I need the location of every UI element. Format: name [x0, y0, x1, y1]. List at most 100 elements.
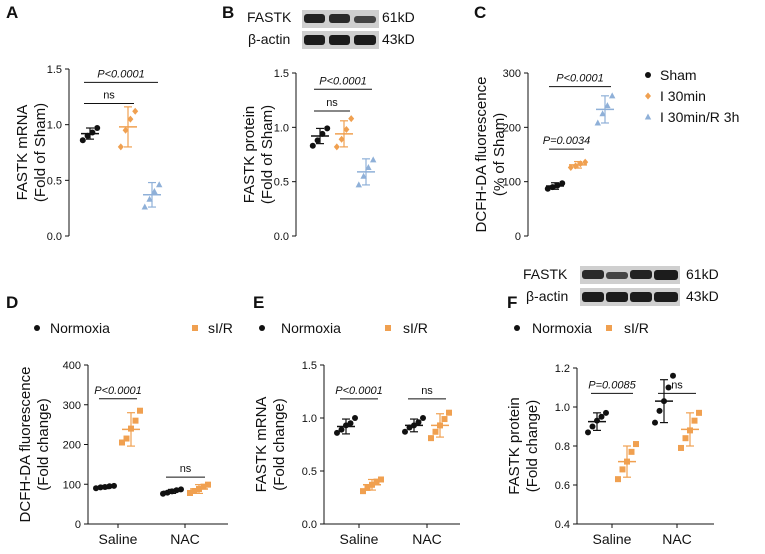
data-point: [428, 435, 434, 442]
blot-b-band: [354, 35, 376, 45]
legend-marker: [645, 72, 651, 78]
data-point: [314, 137, 321, 144]
data-point: [633, 441, 639, 448]
data-point: [123, 435, 130, 442]
data-point: [360, 488, 366, 495]
blot-f-band: [606, 292, 628, 302]
data-point: [333, 143, 340, 151]
data-point: [567, 164, 574, 172]
legend-marker-sir: [192, 325, 198, 331]
western-blot-b: FASTK β-actin 61kD 43kD: [247, 9, 415, 49]
blot-b-band: [304, 14, 325, 23]
data-point: [347, 420, 354, 427]
data-point: [200, 483, 207, 490]
x-tick-label: NAC: [412, 531, 442, 547]
y-tick-label: 1.0: [555, 402, 570, 414]
legend-label-sir: sI/R: [208, 320, 233, 336]
group-si-r: [678, 409, 702, 451]
blot-b-row2-kd: 43kD: [382, 31, 415, 47]
legend-marker: [644, 113, 652, 120]
data-point: [119, 439, 125, 446]
group-normoxia: [402, 415, 426, 435]
y-tick-label: 1.5: [47, 64, 62, 76]
data-point: [132, 417, 139, 424]
blot-b-row1-label: FASTK: [247, 9, 292, 25]
legend-label-normoxia: Normoxia: [50, 320, 110, 336]
blot-b-band: [329, 35, 350, 45]
chart-panels: 0.0 0.5 1.0 1.5 FASTK mRNA(Fold of Sham) ns P<…: [14, 64, 714, 547]
y-axis-title: FASTK mRNA(Fold of Sham): [14, 103, 49, 202]
y-tick-label: 0.8: [555, 441, 570, 453]
data-point: [355, 181, 362, 188]
y-axis-title-line: FASTK protein: [506, 397, 523, 495]
y-tick-label: 0.0: [274, 231, 289, 243]
blot-b-row1-kd: 61kD: [382, 9, 415, 25]
legend-top: Sham I 30min I 30min/R 3h: [644, 67, 739, 125]
legend-label-normoxia: Normoxia: [281, 320, 341, 336]
y-tick-label: 1.5: [274, 68, 289, 80]
significance-label: P=0.0085: [588, 379, 636, 391]
panel-letter-c: C: [474, 3, 486, 22]
y-tick-label: 0: [75, 519, 81, 531]
y-tick-label: 1.5: [302, 360, 317, 372]
y-tick-label: 0.5: [47, 175, 62, 187]
legend-marker: [645, 92, 651, 100]
data-point: [364, 484, 371, 491]
data-point: [160, 490, 166, 497]
group-i-30min: [117, 106, 139, 151]
data-point: [146, 195, 153, 202]
significance-label: ns: [671, 379, 683, 391]
y-tick-label: 0: [515, 231, 521, 243]
group-sham: [309, 125, 331, 149]
y-tick-label: 1.0: [274, 122, 289, 134]
y-tick-label: 300: [63, 400, 81, 412]
y-axis-title-line: (Fold of Sham): [32, 103, 49, 202]
data-point: [670, 372, 676, 379]
blot-f-band: [630, 292, 652, 302]
data-point: [151, 187, 158, 194]
data-point: [370, 156, 377, 163]
blot-f-band: [654, 270, 678, 280]
group-si-r: [119, 407, 143, 447]
data-point: [446, 409, 452, 416]
data-point: [205, 481, 211, 488]
significance-label: ns: [421, 385, 433, 397]
blot-b-band: [354, 16, 376, 23]
data-point: [373, 478, 380, 485]
panel-letter-a: A: [6, 3, 18, 22]
chart-panel-b: 0.0 0.5 1.0 1.5 FASTK protein(Fold of Sham) n…: [241, 68, 377, 243]
y-axis-title-line: DCFH-DA fluorescence: [473, 77, 490, 233]
y-axis-title-line: (Fold change): [524, 400, 541, 493]
blot-f-row1-kd: 61kD: [686, 266, 719, 282]
x-tick-label: NAC: [662, 531, 692, 547]
blot-f-row2-label: β-actin: [526, 288, 568, 304]
data-point: [127, 115, 134, 123]
data-point: [365, 164, 372, 171]
data-point: [432, 428, 439, 435]
data-point: [338, 135, 345, 143]
legend-marker-sir: [385, 325, 391, 331]
legend-bottom: Normoxia sI/R Normoxia sI/R Normoxia sI/R: [34, 320, 649, 336]
data-point: [609, 92, 616, 99]
legend-marker-normoxia: [514, 325, 520, 331]
data-point: [402, 428, 408, 435]
blot-b-band: [329, 14, 350, 23]
chart-panel-a: 0.0 0.5 1.0 1.5 FASTK mRNA(Fold of Sham) ns P<…: [14, 64, 163, 243]
data-point: [615, 476, 621, 483]
significance-label: ns: [326, 97, 338, 109]
data-point: [137, 407, 143, 414]
data-point: [589, 423, 596, 430]
data-point: [665, 384, 672, 391]
legend-marker-normoxia: [259, 325, 265, 331]
data-point: [696, 409, 702, 416]
y-axis-title-line: FASTK protein: [241, 106, 258, 204]
group-normoxia: [93, 482, 117, 492]
significance-label: P<0.0001: [319, 75, 366, 87]
group-normoxia: [652, 372, 676, 426]
data-point: [628, 448, 635, 455]
panel-letter-e: E: [253, 293, 264, 312]
chart-panel-f: Saline NAC 0.4 0.6 0.8 1.0 1.2 FASTK protein(Fo…: [506, 363, 714, 547]
group-normoxia: [160, 486, 184, 497]
